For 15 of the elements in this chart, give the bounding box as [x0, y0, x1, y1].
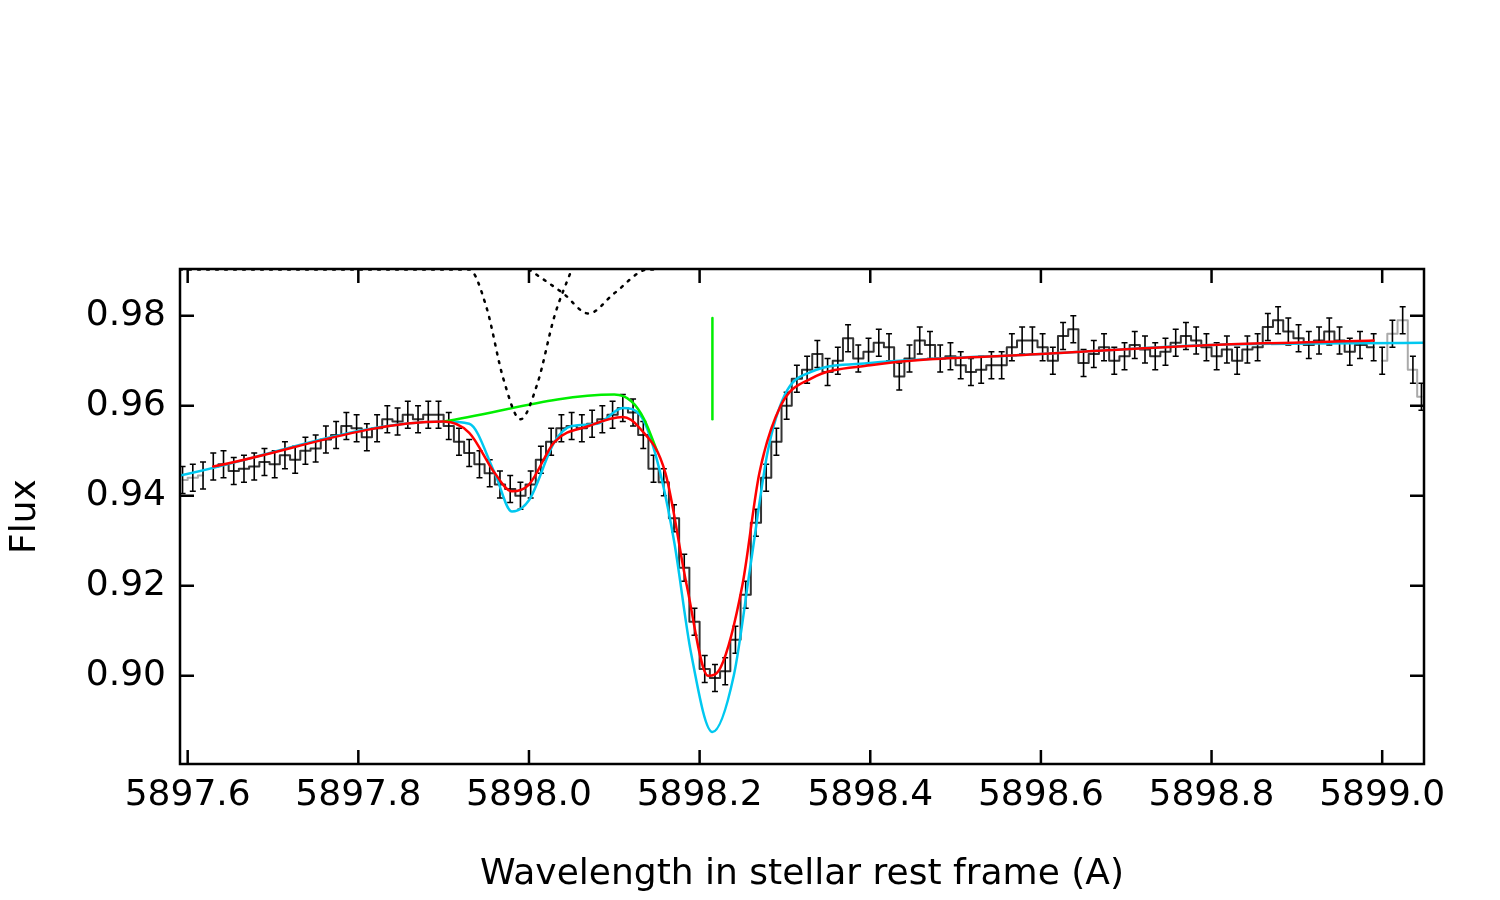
x-tick-label: 5898.2 [636, 771, 763, 813]
y-tick-label: 0.90 [85, 652, 166, 694]
x-tick-label: 5899.0 [1319, 771, 1446, 813]
x-tick-label: 5898.6 [977, 771, 1104, 813]
y-tick-label: 0.94 [85, 472, 166, 514]
x-tick-label: 5898.8 [1148, 771, 1275, 813]
y-tick-label: 0.92 [85, 562, 166, 604]
y-axis-title: Flux [1, 479, 43, 554]
y-tick-label: 0.98 [85, 292, 166, 334]
x-tick-label: 5897.8 [295, 771, 422, 813]
y-tick-label: 0.96 [85, 382, 166, 424]
x-tick-label: 5897.6 [124, 771, 251, 813]
x-axis-title: Wavelength in stellar rest frame (A) [480, 850, 1124, 892]
x-tick-label: 5898.4 [807, 771, 934, 813]
x-tick-label: 5898.0 [465, 771, 592, 813]
